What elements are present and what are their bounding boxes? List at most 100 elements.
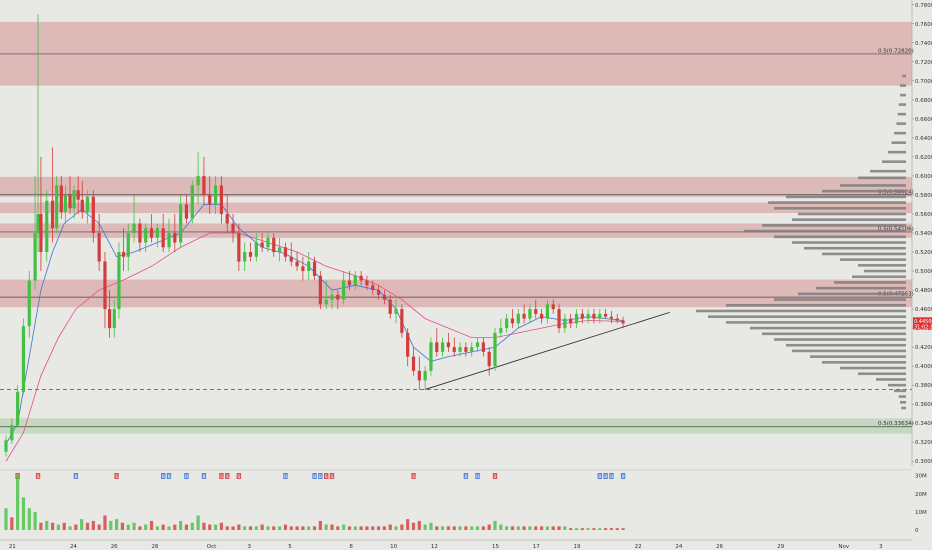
volume-bar [388,524,392,530]
volume-bar [278,526,282,530]
signal-marker-label: S [325,474,328,480]
volume-bar [446,526,451,530]
volume-bar [144,524,148,530]
profile-bar [810,355,906,358]
signal-marker-up [73,473,79,479]
signal-marker-label: S [37,474,40,480]
volume-bar [609,528,614,530]
volume-bar [551,526,555,530]
profile-bar [726,321,906,324]
volume-bar [167,526,171,530]
profile-bar [894,131,906,135]
price-tick-label: 0.56000 [915,212,932,218]
candle-body [27,280,31,327]
volume-profile [696,74,906,410]
volume-bar [138,526,142,530]
last-price-countdown: 31:02:10 [914,324,932,330]
candle-body [458,347,462,352]
time-tick-label: Nov [838,544,849,550]
volume-bar [557,526,561,530]
candle-body [243,252,247,262]
profile-bar [858,264,906,267]
candle-body [301,266,305,272]
signal-marker-up [283,473,288,479]
candle-body [551,304,555,310]
candle-body [388,299,392,314]
profile-bar [798,292,906,296]
signal-marker-down [219,473,224,479]
time-tick-label: 28 [151,544,158,550]
candle-body [621,320,625,324]
signal-marker-up [318,473,323,479]
candle-body [394,309,398,314]
signal-marker-down [35,473,41,479]
candle-body [615,318,619,321]
candle-body [108,309,112,329]
profile-bar [750,326,906,330]
volume-bar [481,526,485,530]
volume-bar [475,526,480,530]
volume-bar [74,524,78,530]
candle-body [441,342,445,352]
candle-body [112,309,116,329]
candle-body [219,185,223,214]
profile-bar [864,269,906,273]
volume-bar [289,526,293,530]
profile-bar [896,122,906,125]
volume-bar [126,524,130,530]
signal-marker-up [160,473,166,479]
signal-marker-up [166,473,172,479]
volume-bar [161,524,165,530]
signal-marker-label: S [226,474,229,480]
candle-body [121,252,126,257]
candle-body [213,185,218,205]
profile-bar [726,303,906,307]
price-tick-label: 0.40000 [915,364,932,370]
volume-bar [283,524,288,530]
profile-bar [744,229,906,233]
profile-bar [822,252,906,256]
candle-body [365,280,369,286]
candle-body [45,200,49,253]
volume-bar [10,517,14,530]
candle-body [16,391,20,426]
time-tick-label: 24 [675,544,682,550]
candle-body [33,233,37,281]
candle-body [126,233,130,257]
candle-body [545,304,549,319]
profile-bar [696,309,906,313]
volume-bar [382,526,386,530]
volume-bar [621,528,625,530]
signal-marker-up [463,473,469,479]
candle-body [68,194,72,209]
profile-bar [852,275,906,279]
profile-bar [888,150,906,154]
signal-marker-down [225,473,230,479]
volume-bar [91,520,95,530]
volume-bar [406,519,410,530]
time-tick-label: 24 [70,544,77,550]
candle-body [80,199,84,213]
volume-bar [592,528,596,530]
volume-bar [16,475,20,530]
signal-marker-label: B [319,474,322,480]
signal-marker-down [411,473,416,479]
price-tick-label: 0.46000 [915,307,932,313]
candle-body [539,313,544,319]
volume-bar [68,526,72,530]
candle-body [557,309,561,329]
zone-resistance-1 [0,176,912,197]
signal-marker-up [603,473,608,479]
signal-marker-down [236,473,242,479]
candle-body [190,185,194,219]
profile-bar [804,246,906,250]
candle-body [4,440,8,452]
volume-bar [179,520,183,530]
signal-marker-up [609,473,614,479]
volume-bar [97,524,101,530]
profile-bar [762,332,906,336]
time-tick-label: 8 [349,544,353,550]
price-tick-label: 0.72000 [915,60,932,66]
